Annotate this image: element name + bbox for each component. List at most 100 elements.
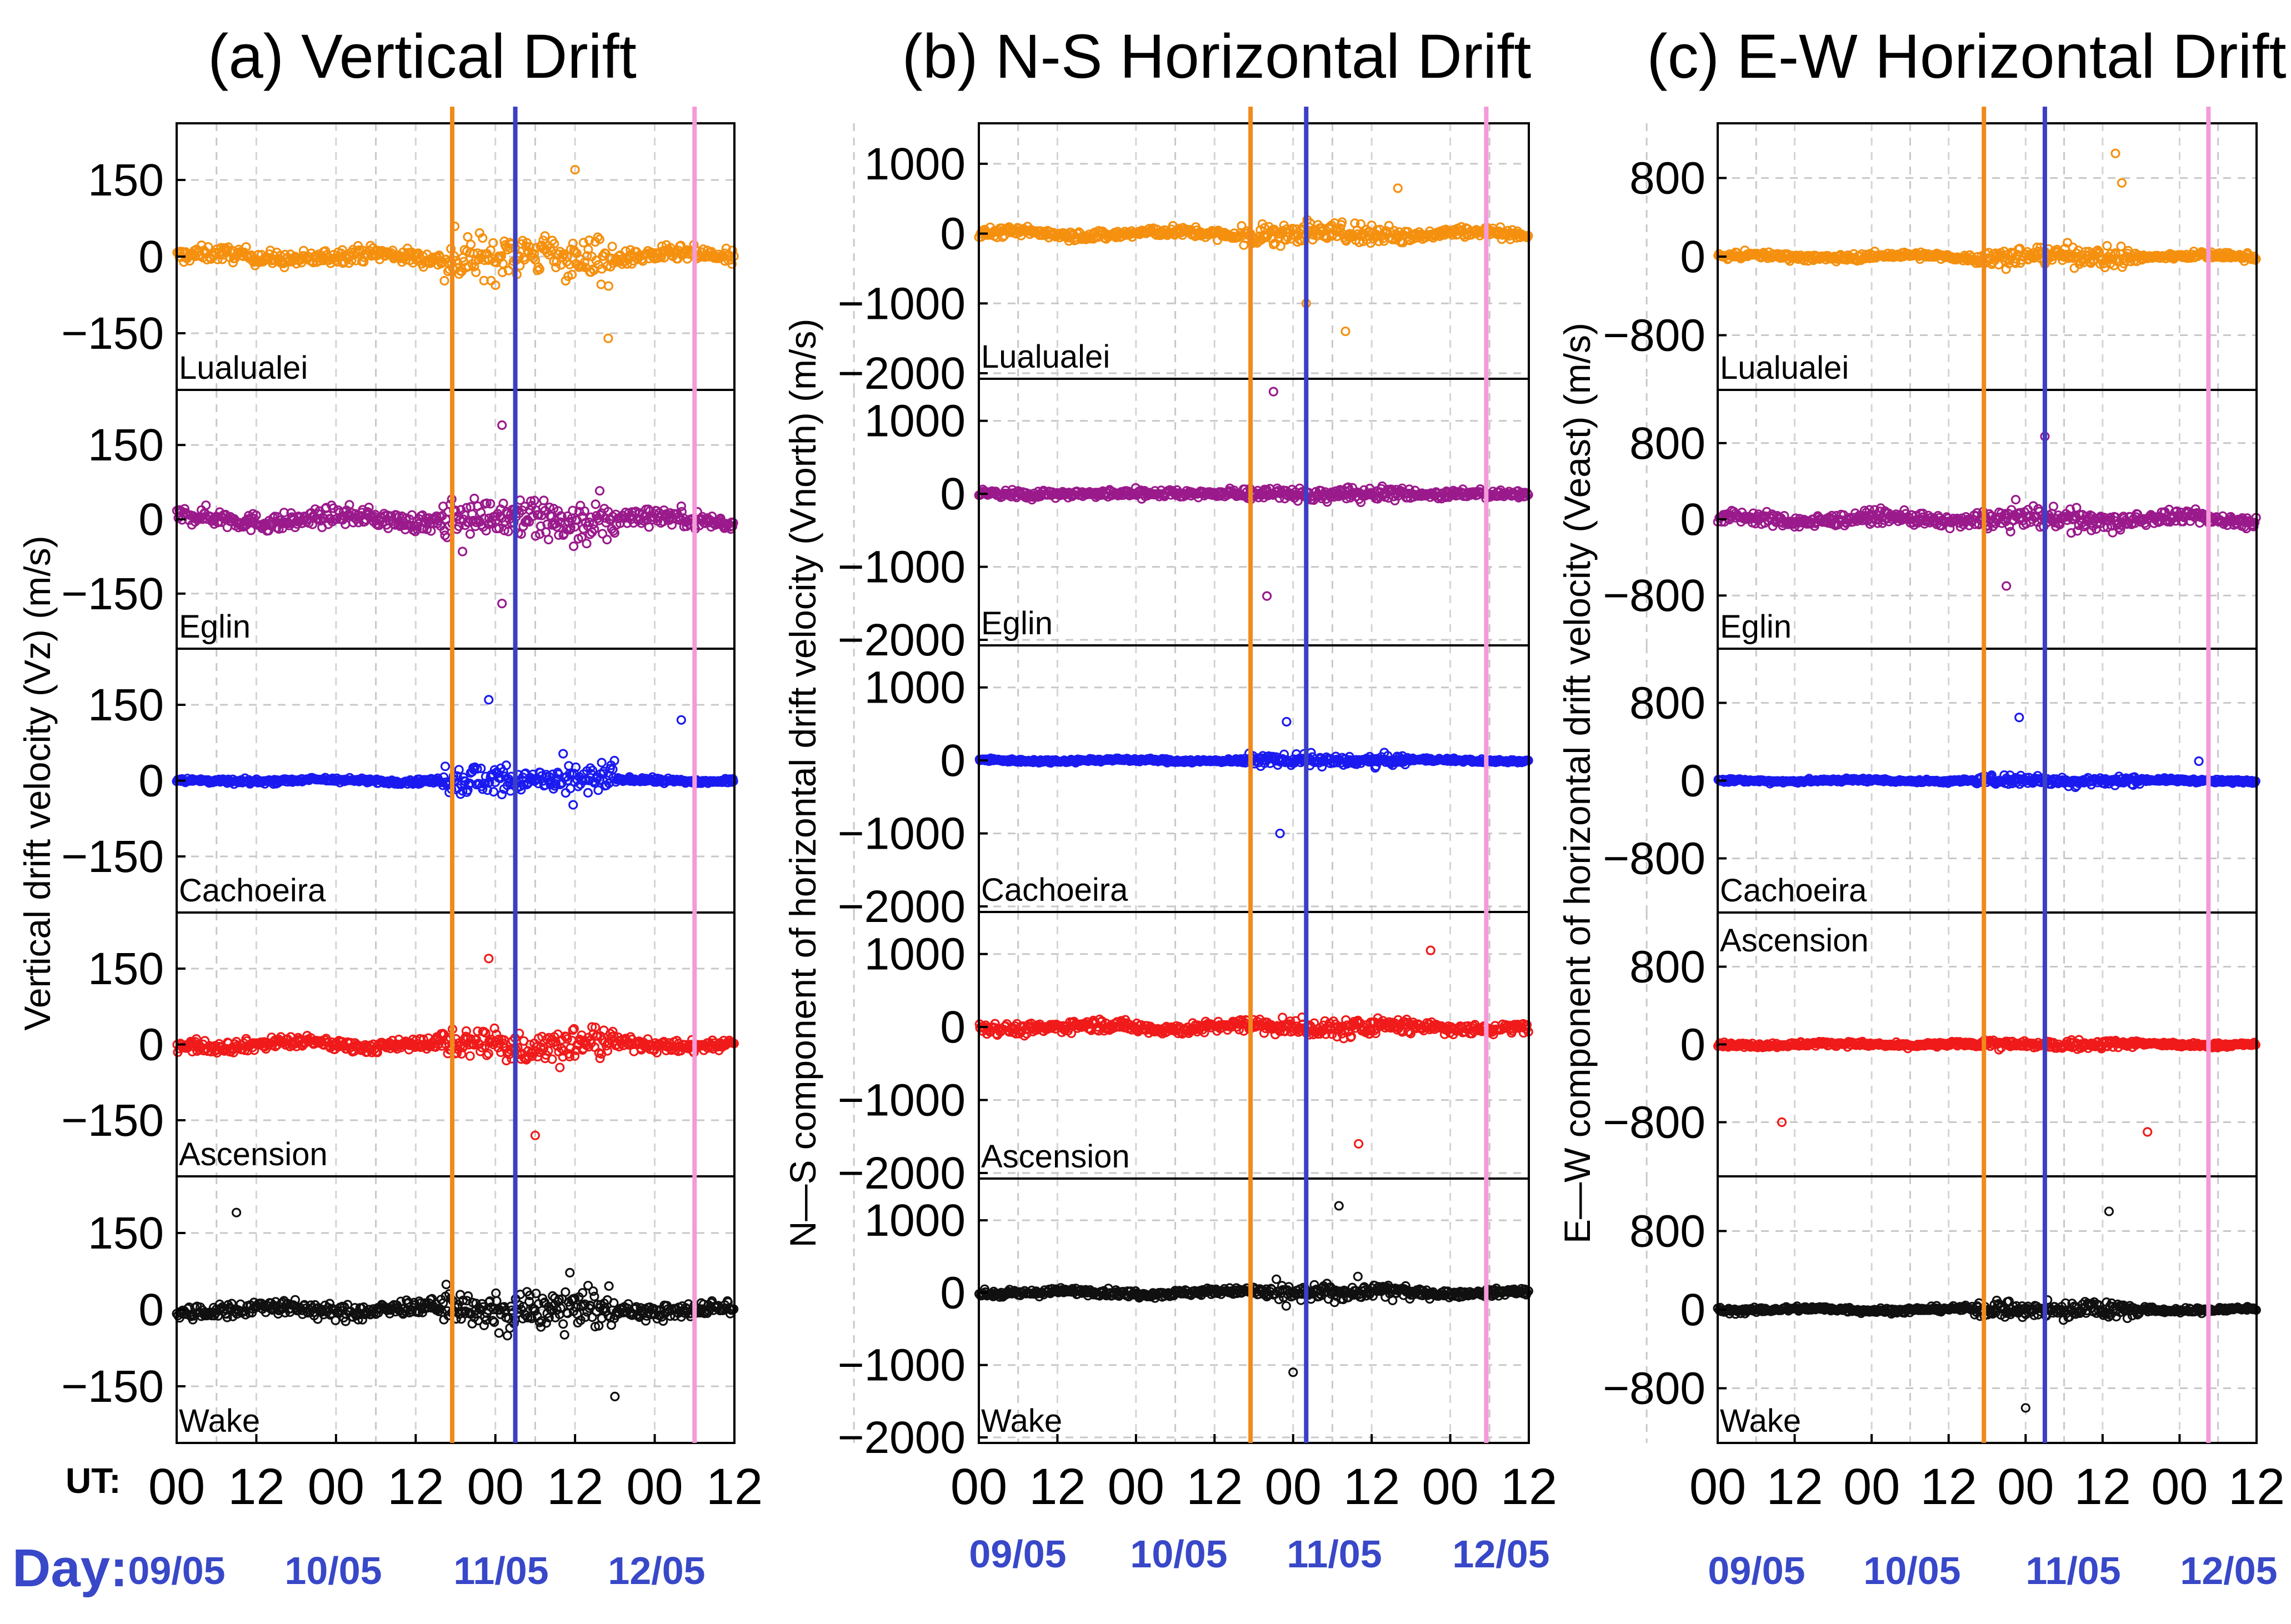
- data-point: [603, 281, 614, 291]
- data-point: [491, 280, 501, 290]
- data-point: [676, 715, 686, 725]
- data-point: [530, 1130, 541, 1140]
- data-point: [591, 499, 601, 509]
- x-tick-label: 12: [706, 1458, 763, 1515]
- data-point: [1393, 183, 1403, 193]
- data-point: [484, 695, 494, 705]
- panel-a-title: (a) Vertical Drift: [208, 22, 637, 91]
- data-point: [499, 525, 509, 535]
- y-tick-label: −1000: [838, 809, 966, 859]
- data-point: [537, 1316, 547, 1326]
- data-point: [469, 1040, 479, 1050]
- data-point: [727, 245, 738, 255]
- data-point: [610, 1391, 620, 1401]
- data-point: [1355, 219, 1365, 229]
- data-point: [441, 1280, 451, 1290]
- data-point: [568, 541, 579, 552]
- data-point: [1268, 387, 1278, 397]
- y-tick-label: −150: [61, 569, 164, 619]
- data-point: [707, 511, 717, 522]
- y-tick-label: −2000: [838, 348, 966, 399]
- y-tick-label: 150: [88, 420, 164, 470]
- data-point: [587, 765, 598, 775]
- x-tick-label: 00: [148, 1458, 205, 1515]
- data-point: [609, 1031, 619, 1041]
- data-point: [1340, 326, 1350, 337]
- data-point: [463, 1291, 473, 1301]
- station-label: Eglin: [981, 605, 1053, 641]
- data-point: [440, 761, 451, 771]
- data-point: [557, 778, 567, 788]
- data-point: [454, 522, 464, 532]
- data-point: [497, 267, 508, 277]
- data-point: [412, 524, 422, 534]
- data-point: [353, 1315, 363, 1325]
- data-point: [567, 269, 577, 279]
- data-point: [558, 749, 568, 759]
- data-point: [488, 1316, 498, 1326]
- data-point: [557, 512, 567, 522]
- data-point: [603, 333, 613, 343]
- data-point: [1292, 237, 1303, 247]
- data-point: [222, 1312, 232, 1322]
- x-tick-label: 00: [308, 1458, 364, 1515]
- data-point: [568, 505, 578, 515]
- data-point: [638, 515, 648, 526]
- x-tick-label: 00: [626, 1458, 683, 1515]
- y-tick-label: 0: [138, 1020, 164, 1070]
- data-point: [593, 232, 603, 242]
- data-point: [462, 503, 472, 513]
- data-point: [591, 1022, 601, 1032]
- y-tick-label: 1000: [864, 139, 966, 189]
- data-point: [1282, 716, 1292, 727]
- y-tick-label: −150: [61, 1095, 164, 1146]
- data-point: [492, 1029, 502, 1040]
- data-point: [530, 1306, 540, 1316]
- data-point: [286, 508, 296, 518]
- data-point: [489, 1023, 499, 1034]
- x-tick-label: 12: [547, 1458, 603, 1515]
- data-point: [641, 1316, 651, 1326]
- data-point: [439, 275, 449, 286]
- data-point: [231, 1207, 242, 1217]
- data-point: [502, 1331, 513, 1341]
- data-point: [494, 1328, 504, 1338]
- data-point: [589, 524, 599, 534]
- data-point: [569, 1051, 580, 1061]
- data-point: [665, 1311, 676, 1321]
- data-point: [241, 242, 251, 252]
- y-tick-label: 0: [138, 1285, 164, 1335]
- y-tick-label: −150: [61, 308, 164, 359]
- data-point: [594, 234, 605, 244]
- data-point: [471, 267, 481, 277]
- data-point: [458, 786, 468, 796]
- data-point: [583, 1281, 593, 1291]
- data-point: [485, 1296, 495, 1306]
- data-point: [465, 1051, 475, 1061]
- data-point: [570, 1294, 580, 1304]
- y-tick-label: 0: [138, 232, 164, 282]
- data-point: [543, 534, 554, 545]
- data-point: [478, 233, 488, 243]
- data-point: [595, 1053, 605, 1064]
- data-point: [594, 486, 605, 496]
- data-point: [469, 262, 479, 272]
- data-point: [366, 240, 376, 250]
- data-point: [565, 1267, 575, 1278]
- data-point: [576, 1036, 586, 1046]
- data-point: [597, 529, 608, 539]
- y-tick-label: 150: [88, 1208, 164, 1259]
- data-point: [488, 786, 499, 797]
- data-point: [457, 547, 468, 557]
- y-tick-label: −2000: [838, 881, 966, 932]
- y-tick-label: 1000: [864, 929, 966, 980]
- data-point: [570, 165, 580, 175]
- data-point: [1322, 233, 1332, 243]
